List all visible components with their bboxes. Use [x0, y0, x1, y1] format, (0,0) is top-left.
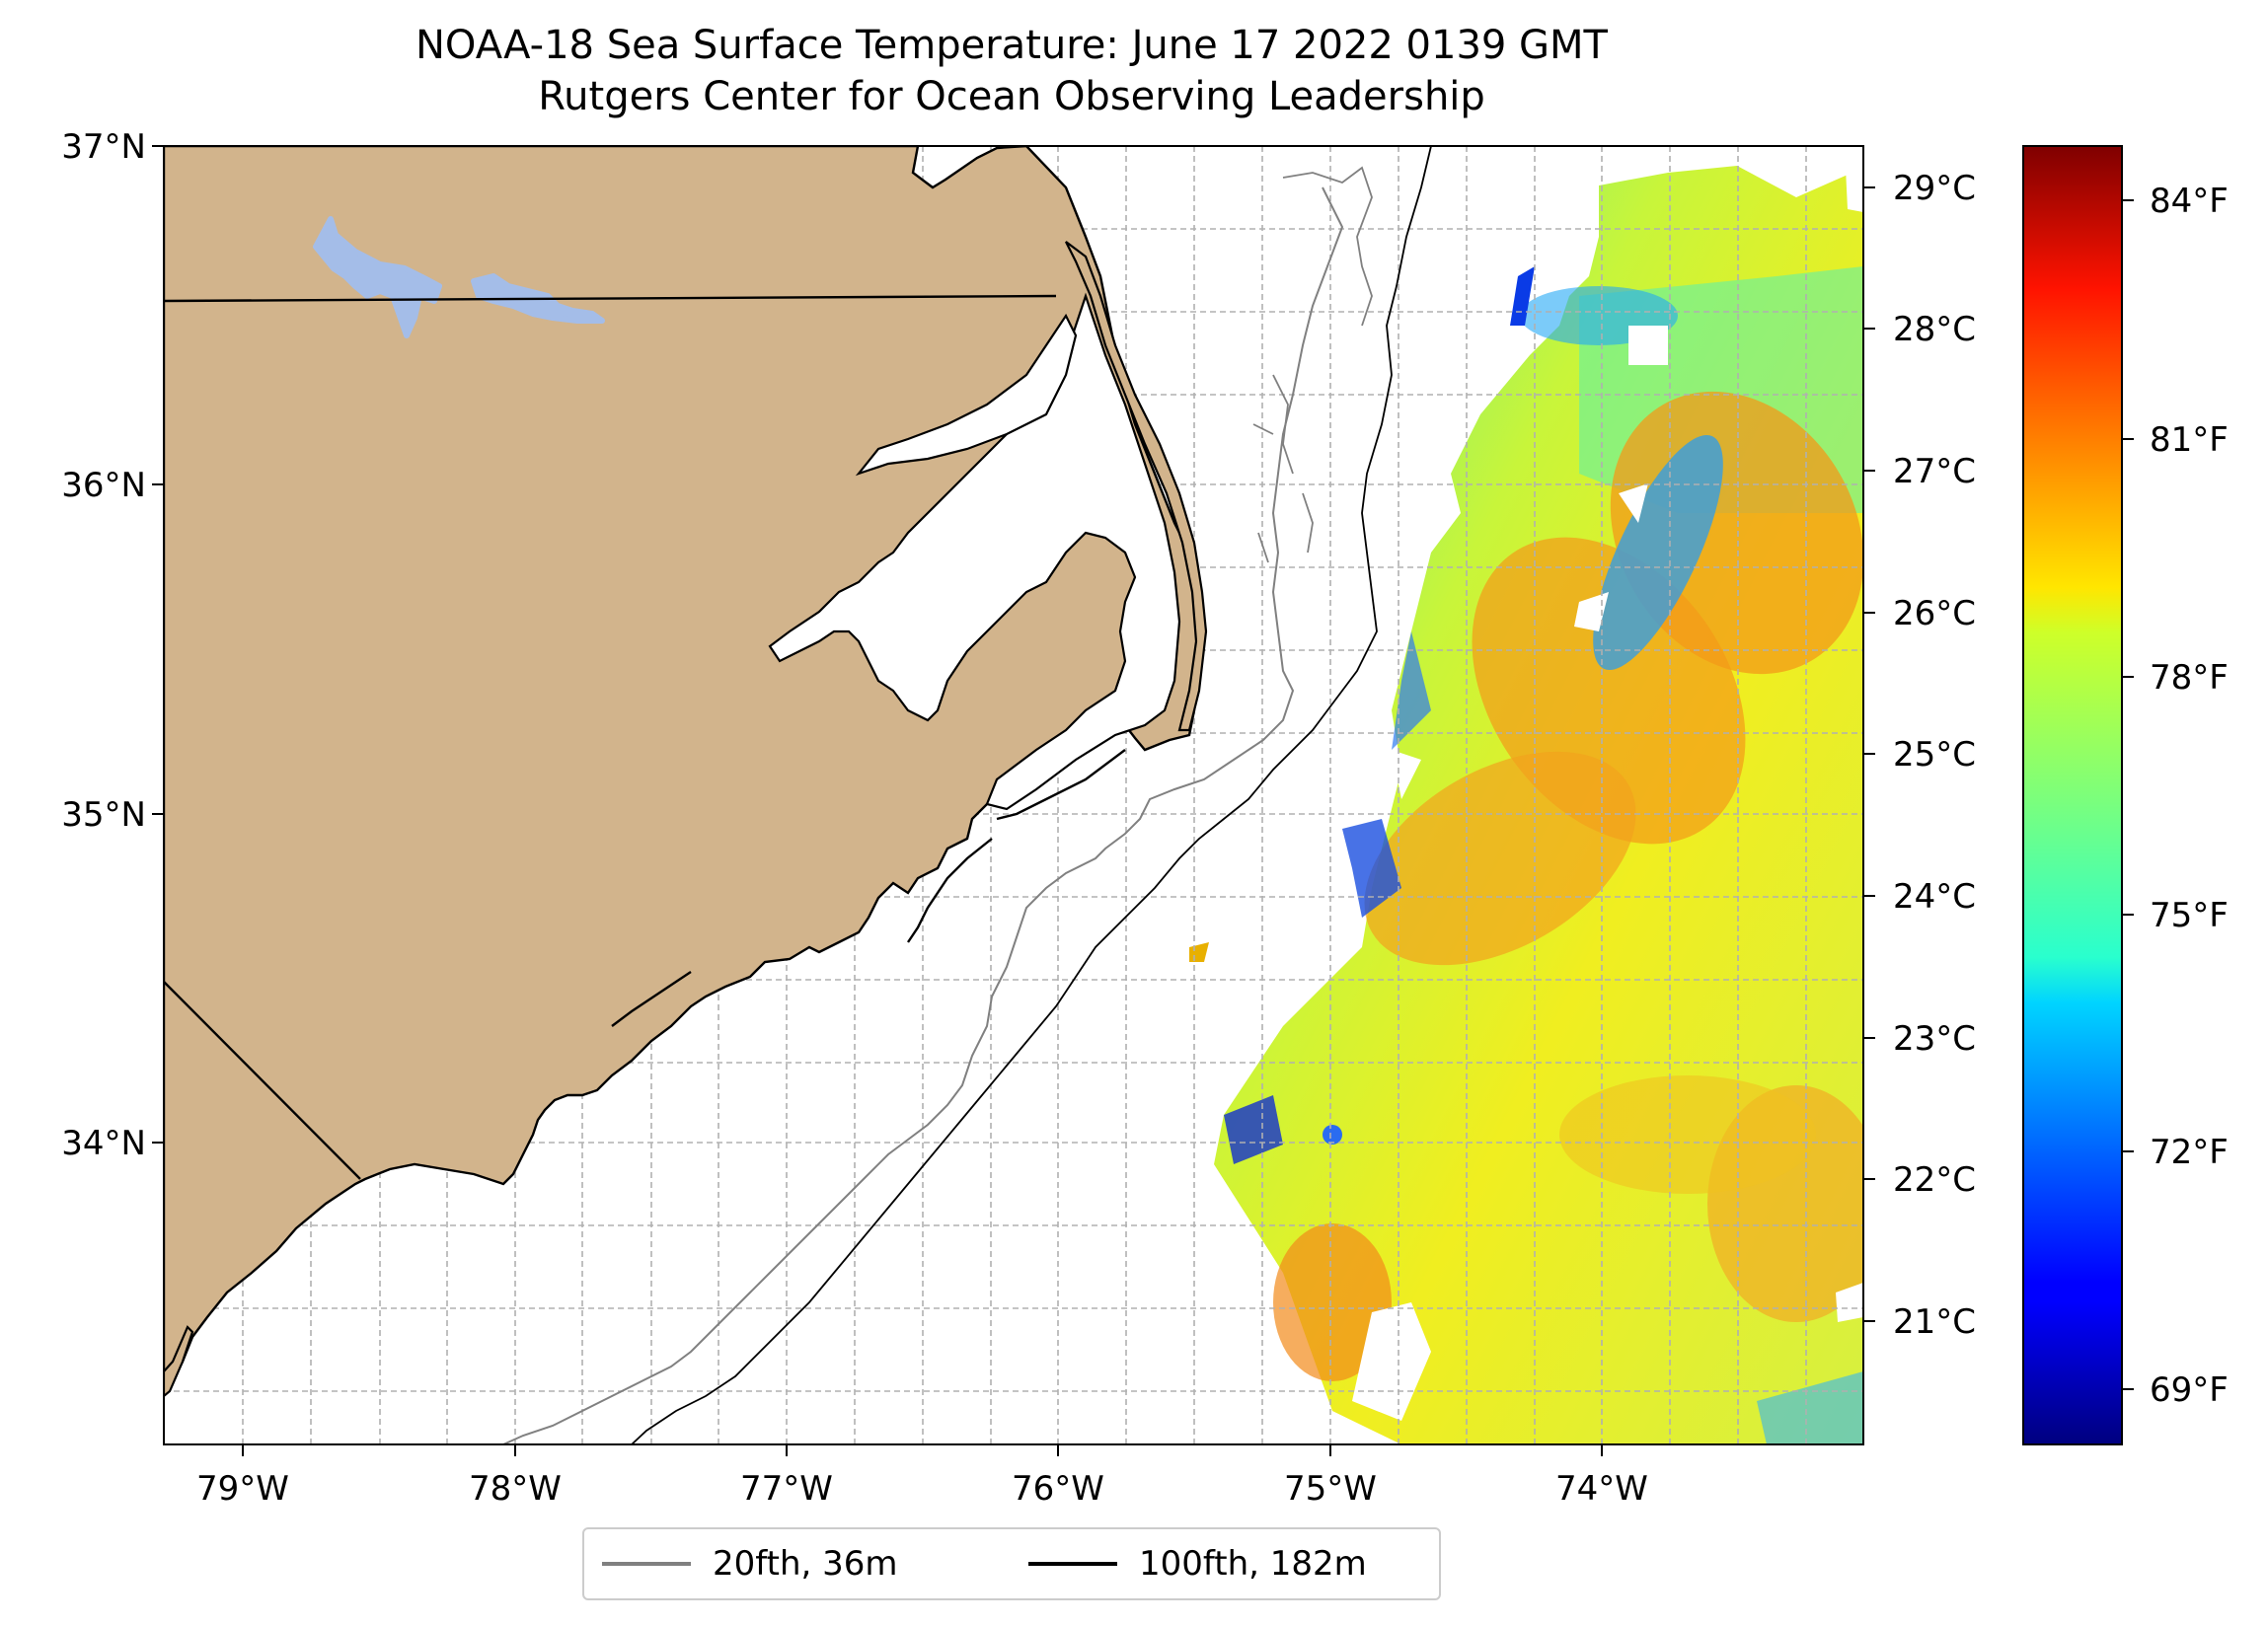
lon-label: 75°W: [1284, 1469, 1377, 1509]
pamlico-sound: [768, 292, 1181, 811]
celsius-tick: 23°C: [1893, 1019, 1976, 1059]
celsius-tick: 29°C: [1893, 169, 1976, 208]
legend-line-black: [1028, 1562, 1117, 1566]
legend-label: 100fth, 182m: [1139, 1544, 1367, 1584]
latitude-labels: 37°N 36°N 35°N 34°N: [61, 127, 146, 1163]
legend-label: 20fth, 36m: [713, 1544, 898, 1584]
fahrenheit-tick: 72°F: [2150, 1133, 2229, 1172]
lat-label: 35°N: [61, 795, 146, 835]
state-border-va-nc: [164, 294, 1057, 303]
celsius-tick: 25°C: [1893, 735, 1976, 775]
colorbar: [2022, 145, 2123, 1445]
state-border-nc-sc: [164, 981, 361, 1180]
isobath-20fth: [502, 186, 1344, 1444]
sst-raster: [1189, 166, 1863, 1444]
lake-shape: [313, 216, 605, 338]
fahrenheit-tick: 75°F: [2150, 896, 2229, 935]
legend-item-20fth: 20fth, 36m: [602, 1529, 898, 1598]
celsius-tick: 22°C: [1893, 1160, 1976, 1200]
lat-label: 36°N: [61, 466, 146, 505]
albemarle-sound: [855, 313, 1078, 477]
lon-label: 79°W: [196, 1469, 289, 1509]
fahrenheit-tick: 81°F: [2150, 420, 2229, 460]
celsius-tick: 24°C: [1893, 877, 1976, 917]
land-mass: [164, 146, 1206, 1393]
barrier-islands: [1065, 241, 1208, 732]
lon-label: 78°W: [469, 1469, 562, 1509]
isobath-100fth: [631, 146, 1432, 1444]
legend-line-gray: [602, 1562, 691, 1566]
map-title: NOAA-18 Sea Surface Temperature: June 17…: [415, 23, 1608, 68]
map-area: [164, 146, 1863, 1444]
fahrenheit-labels: 84°F 81°F 78°F 75°F 72°F 69°F: [2150, 182, 2229, 1410]
fahrenheit-tick: 69°F: [2150, 1370, 2229, 1410]
lat-label: 34°N: [61, 1124, 146, 1163]
celsius-tick: 21°C: [1893, 1302, 1976, 1342]
fahrenheit-tick: 78°F: [2150, 658, 2229, 698]
map-subtitle: Rutgers Center for Ocean Observing Leade…: [538, 74, 1485, 119]
isobath-legend: 20fth, 36m 100fth, 182m: [582, 1527, 1441, 1600]
lon-label: 77°W: [740, 1469, 833, 1509]
lat-label: 37°N: [61, 127, 146, 167]
legend-item-100fth: 100fth, 182m: [1028, 1529, 1367, 1598]
longitude-labels: 79°W 78°W 77°W 76°W 75°W 74°W: [196, 1469, 1648, 1509]
celsius-tick: 28°C: [1893, 310, 1976, 349]
celsius-labels: 29°C 28°C 27°C 26°C 25°C 24°C 23°C 22°C …: [1893, 169, 1976, 1342]
celsius-tick: 27°C: [1893, 452, 1976, 491]
fahrenheit-tick: 84°F: [2150, 182, 2229, 221]
axis-ticks: [152, 145, 1875, 1456]
celsius-tick: 26°C: [1893, 594, 1976, 633]
map-frame: [163, 145, 1864, 1445]
lon-label: 74°W: [1555, 1469, 1648, 1509]
colorbar-ticks: [2122, 199, 2134, 1390]
lon-label: 76°W: [1012, 1469, 1104, 1509]
